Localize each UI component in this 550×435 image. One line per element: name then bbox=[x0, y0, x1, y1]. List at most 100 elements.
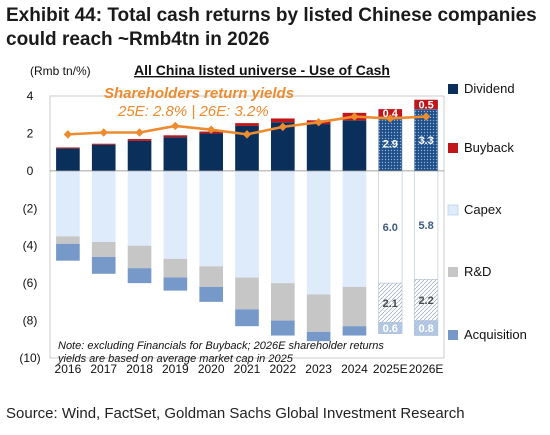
x-tick-label: 2018 bbox=[126, 362, 153, 376]
yield-point-2021 bbox=[242, 130, 252, 139]
chart-title: All China listed universe - Use of Cash bbox=[134, 62, 390, 78]
data-label-buyback-2026E: 0.5 bbox=[418, 99, 433, 111]
x-tick-label: 2016 bbox=[55, 362, 82, 376]
y-tick-label: (8) bbox=[23, 314, 38, 328]
bar-acquisition-2023 bbox=[306, 331, 331, 342]
bar-buyback-2021 bbox=[235, 123, 259, 126]
bar-acquisition-2020 bbox=[199, 286, 224, 302]
bar-capex-2022 bbox=[270, 170, 295, 284]
bar-capex-2019 bbox=[163, 170, 188, 259]
bar-capex-2024 bbox=[342, 170, 367, 287]
x-tick-label: 2019 bbox=[162, 362, 189, 376]
data-label-acquisition-2026E: 0.8 bbox=[418, 323, 433, 335]
bar-r-d-2019 bbox=[163, 258, 188, 278]
x-tick-label: 2023 bbox=[305, 362, 332, 376]
data-label-r-d-2026E: 2.2 bbox=[418, 295, 433, 307]
bar-dividend-2017 bbox=[91, 144, 116, 171]
x-tick-label: 2017 bbox=[90, 362, 117, 376]
data-label-capex-2025E: 6.0 bbox=[383, 222, 398, 234]
bar-buyback-2026E bbox=[414, 99, 438, 110]
legend-label-r-d: R&D bbox=[464, 264, 491, 279]
y-tick-label: (4) bbox=[23, 239, 38, 253]
yield-point-2024 bbox=[350, 112, 359, 121]
bar-r-d-2020 bbox=[199, 266, 224, 287]
yield-point-2020 bbox=[206, 125, 216, 134]
yield-annotation-title: Shareholders return yields bbox=[104, 85, 294, 102]
yield-point-2026E bbox=[421, 112, 431, 121]
bar-acquisition-2021 bbox=[235, 309, 259, 327]
bar-buyback-2018 bbox=[127, 139, 152, 141]
legend-label-acquisition: Acquisition bbox=[464, 327, 527, 342]
bar-r-d-2021 bbox=[235, 277, 259, 310]
data-label-dividend-2025E: 2.9 bbox=[383, 139, 398, 151]
bar-acquisition-forecast-tint-2025E bbox=[378, 322, 403, 334]
exhibit-title: Exhibit 44: Total cash returns by listed… bbox=[6, 5, 537, 50]
bar-r-d-2017 bbox=[91, 241, 116, 257]
bar-acquisition-2016 bbox=[56, 243, 80, 261]
yield-point-2025E bbox=[386, 114, 395, 123]
bar-r-d-2016 bbox=[56, 236, 80, 244]
x-axis: 2016 2017 2018 2019 2020 2021 2022 2023 2024 2025… bbox=[55, 362, 444, 376]
bar-acquisition-forecast-tint-2026E bbox=[414, 320, 438, 336]
legend-swatch-buyback bbox=[448, 143, 458, 153]
x-tick-label: 2026E bbox=[409, 362, 444, 376]
plot-area: 2.9 3.3 0.4 0.5 6.0 5.8 2.1 2.2 0.6 0.8 bbox=[49, 95, 445, 359]
legend-swatch-capex bbox=[447, 204, 459, 216]
bar-buyback-2025E bbox=[378, 109, 403, 117]
bar-r-d-2018 bbox=[127, 245, 152, 269]
source-note: Source: Wind, FactSet, Goldman Sachs Glo… bbox=[6, 405, 465, 422]
bar-dividend-2024 bbox=[342, 120, 367, 171]
bar-buyback-2016 bbox=[56, 147, 80, 149]
bar-buyback-2022 bbox=[270, 118, 295, 123]
yield-point-2019 bbox=[171, 121, 180, 131]
yield-point-2018 bbox=[135, 128, 144, 137]
bar-dividend-2021 bbox=[235, 125, 259, 171]
y-tick-label: (10) bbox=[19, 351, 40, 365]
data-label-acquisition-2025E: 0.6 bbox=[383, 323, 398, 335]
yield-point-2016 bbox=[63, 130, 73, 139]
x-tick-label: 2021 bbox=[234, 362, 261, 376]
bar-capex-2017 bbox=[91, 170, 116, 242]
bar-r-d-2022 bbox=[270, 283, 295, 321]
y-tick-label: 4 bbox=[27, 89, 34, 103]
bar-acquisition-2017 bbox=[91, 256, 116, 274]
yield-point-2017 bbox=[99, 128, 108, 137]
yield-point-2023 bbox=[314, 118, 323, 127]
bar-buyback-2017 bbox=[91, 143, 116, 145]
legend-swatch-dividend bbox=[448, 84, 458, 94]
x-tick-label: 2020 bbox=[198, 362, 225, 376]
bar-dividend-2019 bbox=[163, 137, 188, 171]
y-tick-label: (6) bbox=[23, 276, 38, 290]
bar-dividend-2018 bbox=[127, 140, 152, 171]
y-tick-label: 0 bbox=[27, 164, 34, 178]
yield-point-2022 bbox=[278, 122, 288, 132]
plot-frame bbox=[49, 95, 445, 359]
bar-acquisition-2024 bbox=[342, 326, 367, 336]
bar-acquisition-2022 bbox=[270, 320, 295, 336]
bar-acquisition-2019 bbox=[163, 277, 188, 291]
x-tick-label: 2024 bbox=[341, 362, 368, 376]
legend: Dividend Buyback Capex R&D Acquisition bbox=[447, 81, 527, 342]
bar-dividend-2023 bbox=[306, 124, 331, 171]
bar-acquisition-2018 bbox=[127, 268, 152, 284]
bar-buyback-2019 bbox=[163, 135, 188, 138]
yield-annotation-values: 25E: 2.8% | 26E: 3.2% bbox=[117, 103, 269, 120]
bar-dividend-2020 bbox=[199, 133, 224, 171]
y-axis-title: (Rmb tn/%) bbox=[30, 64, 91, 78]
legend-swatch-r-d bbox=[448, 267, 458, 277]
bar-r-d-2023 bbox=[306, 294, 331, 332]
y-tick-label: (2) bbox=[23, 201, 38, 215]
yield-line bbox=[63, 112, 431, 139]
legend-label-buyback: Buyback bbox=[464, 140, 514, 155]
bar-capex-2018 bbox=[127, 170, 152, 246]
x-tick-label: 2022 bbox=[269, 362, 296, 376]
legend-label-capex: Capex bbox=[464, 202, 502, 217]
legend-label-dividend: Dividend bbox=[464, 81, 515, 96]
legend-swatch-acquisition bbox=[448, 330, 458, 340]
y-tick-label: 2 bbox=[27, 126, 34, 140]
data-label-capex-2026E: 5.8 bbox=[418, 220, 433, 232]
bar-dividend-2022 bbox=[270, 122, 295, 171]
x-tick-label: 2025E bbox=[373, 362, 408, 376]
bar-capex-2021 bbox=[235, 170, 259, 278]
bar-capex-2016 bbox=[56, 170, 80, 237]
